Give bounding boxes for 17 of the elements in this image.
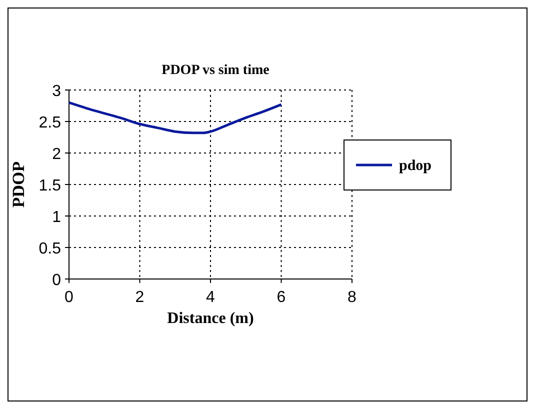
y-tick-label: 1 <box>52 209 62 226</box>
x-tick-label: 0 <box>64 289 74 306</box>
legend-label: pdop <box>399 158 432 174</box>
y-tick-label: 2.5 <box>38 114 62 132</box>
x-tick-label: 6 <box>276 289 286 306</box>
y-tick-label: 0.5 <box>38 240 62 258</box>
x-axis-title: Distance (m) <box>167 310 254 327</box>
chart-title: PDOP vs sim time <box>162 63 270 78</box>
y-axis-title: PDOP <box>9 161 28 208</box>
y-tick-label: 0 <box>52 272 62 289</box>
y-tick-label: 2 <box>52 146 62 163</box>
line-series <box>68 101 282 134</box>
x-tick-label: 2 <box>135 289 144 306</box>
y-tick-label: 1.5 <box>38 178 62 194</box>
x-tick-label: 8 <box>348 289 357 306</box>
y-tick-label: 3 <box>52 83 62 100</box>
x-tick-label: 4 <box>206 289 216 306</box>
